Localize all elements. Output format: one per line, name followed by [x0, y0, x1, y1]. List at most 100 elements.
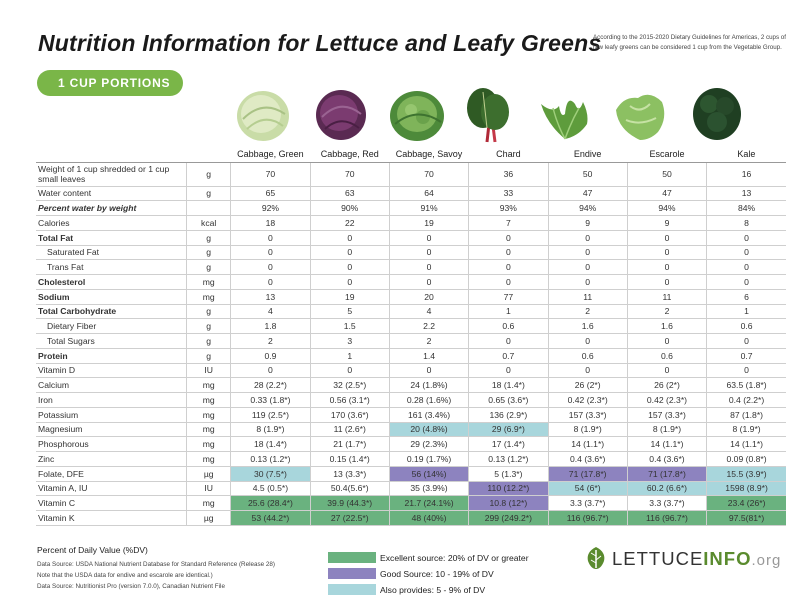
logo-wordmark: LETTUCEINFO.org: [612, 548, 781, 570]
table-row: Weight of 1 cup shredded or 1 cup small …: [36, 161, 786, 187]
value-cell: 0: [309, 245, 390, 261]
dietary-guidelines-note: According to the 2015-2020 Dietary Guide…: [593, 34, 786, 51]
kale-image: [693, 88, 741, 140]
value-cell: 0: [706, 274, 786, 290]
legend-label-excellent: Excellent source: 20% of DV or greater: [380, 553, 529, 563]
value-cell: 1.6: [626, 318, 707, 334]
value-cell: 21 (1.7*): [309, 436, 390, 452]
value-cell: 0: [547, 259, 628, 275]
table-row: Iron mg 0.33 (1.8*) 0.56 (3.1*) 0.28 (1.6%) 0…: [36, 392, 786, 408]
value-cell: 6: [706, 289, 786, 305]
value-cell: 1.4: [388, 348, 469, 364]
value-cell: 70: [230, 161, 311, 187]
legend-label-good: Good Source: 10 - 19% of DV: [380, 569, 494, 579]
value-cell: 13: [230, 289, 311, 305]
nutrient-label: Trans Fat: [36, 259, 187, 275]
unit-cell: µg: [186, 510, 231, 526]
logo-part-lettuce: LETTUCE: [612, 548, 704, 569]
value-cell: 110 (12.2*): [468, 481, 549, 497]
value-cell: 13 (3.3*): [309, 466, 390, 482]
nutrient-label: Cholesterol: [36, 274, 187, 290]
value-cell: 77: [468, 289, 549, 305]
value-cell: 0.42 (2.3*): [547, 392, 628, 408]
table-row: Trans Fat g 0 0 0 0 0 0 0: [36, 259, 786, 275]
column-header: Kale: [737, 148, 756, 159]
value-cell: 18: [230, 215, 311, 231]
nutrient-label: Sodium: [36, 289, 187, 305]
nutrient-label: Saturated Fat: [36, 245, 187, 261]
unit-cell: g: [186, 161, 231, 187]
value-cell: 157 (3.3*): [626, 407, 707, 423]
value-cell: 0: [706, 230, 786, 246]
unit-cell: mg: [186, 407, 231, 423]
value-cell: 24 (1.8%): [388, 377, 469, 393]
value-cell: 1598 (8.9*): [706, 481, 786, 497]
table-row: Calories kcal 18 22 19 7 9 9 8: [36, 215, 786, 231]
escarole-image: [616, 94, 665, 140]
value-cell: 0: [547, 230, 628, 246]
value-cell: 50.4(5.6*): [309, 481, 390, 497]
value-cell: 2: [230, 333, 311, 349]
unit-cell: mg: [186, 377, 231, 393]
value-cell: 97.5(81*): [706, 510, 786, 526]
value-cell: 136 (2.9*): [468, 407, 549, 423]
value-cell: 0: [388, 274, 469, 290]
unit-cell: mg: [186, 274, 231, 290]
value-cell: 54 (6*): [547, 481, 628, 497]
value-cell: 1.8: [230, 318, 311, 334]
nutrient-label: Total Fat: [36, 230, 187, 246]
value-cell: 20: [388, 289, 469, 305]
value-cell: 0: [626, 333, 707, 349]
value-cell: 11: [547, 289, 628, 305]
nutrient-label: Weight of 1 cup shredded or 1 cup small …: [36, 161, 187, 187]
unit-cell: mg: [186, 392, 231, 408]
unit-cell: mg: [186, 495, 231, 511]
value-cell: 5 (1.3*): [468, 466, 549, 482]
value-cell: 0.15 (1.4*): [309, 451, 390, 467]
unit-cell: g: [186, 318, 231, 334]
value-cell: 9: [626, 215, 707, 231]
label-column-header: [36, 143, 187, 162]
value-cell: 0.42 (2.3*): [626, 392, 707, 408]
value-cell: 3: [309, 333, 390, 349]
value-cell: 1.5: [309, 318, 390, 334]
table-row: Percent water by weight 92% 90% 91% 93% 94% 94…: [36, 200, 786, 216]
value-cell: 14 (1.1*): [706, 436, 786, 452]
value-cell: 0.56 (3.1*): [309, 392, 390, 408]
value-cell: 0: [626, 230, 707, 246]
value-cell: 0: [230, 230, 311, 246]
value-cell: 53 (44.2*): [230, 510, 311, 526]
value-cell: 8 (1.9*): [230, 422, 311, 438]
value-cell: 47: [626, 186, 707, 202]
value-cell: 0.7: [468, 348, 549, 364]
value-cell: 11: [626, 289, 707, 305]
value-cell: 0.28 (1.6%): [388, 392, 469, 408]
value-cell: 71 (17.8*): [626, 466, 707, 482]
value-cell: 2: [626, 304, 707, 320]
value-cell: 4: [388, 304, 469, 320]
source-note: Data Source: USDA National Nutrient Data…: [37, 561, 276, 568]
value-cell: 0: [706, 245, 786, 261]
logo-part-info: INFO: [703, 548, 752, 569]
value-cell: 0: [309, 259, 390, 275]
value-cell: 22: [309, 215, 390, 231]
value-cell: 0.6: [547, 348, 628, 364]
value-cell: 9: [547, 215, 628, 231]
value-cell: 19: [388, 215, 469, 231]
value-cell: 0: [706, 259, 786, 275]
value-cell: 116 (96.7*): [547, 510, 628, 526]
value-cell: 63: [309, 186, 390, 202]
value-cell: 119 (2.5*): [230, 407, 311, 423]
value-cell: 0.13 (1.2*): [468, 451, 549, 467]
page-title: Nutrition Information for Lettuce and Le…: [38, 30, 602, 56]
value-cell: 48 (40%): [388, 510, 469, 526]
value-cell: 90%: [309, 200, 390, 216]
table-row: Protein g 0.9 1 1.4 0.7 0.6 0.6 0.7: [36, 348, 786, 364]
table-row: Potassium mg 119 (2.5*) 170 (3.6*) 161 (3.4%…: [36, 407, 786, 423]
value-cell: 47: [547, 186, 628, 202]
column-header: Endive: [573, 148, 602, 159]
nutrient-label: Total Sugars: [36, 333, 187, 349]
value-cell: 33: [468, 186, 549, 202]
nutrient-label: Water content: [36, 186, 187, 202]
unit-cell: [186, 200, 231, 216]
